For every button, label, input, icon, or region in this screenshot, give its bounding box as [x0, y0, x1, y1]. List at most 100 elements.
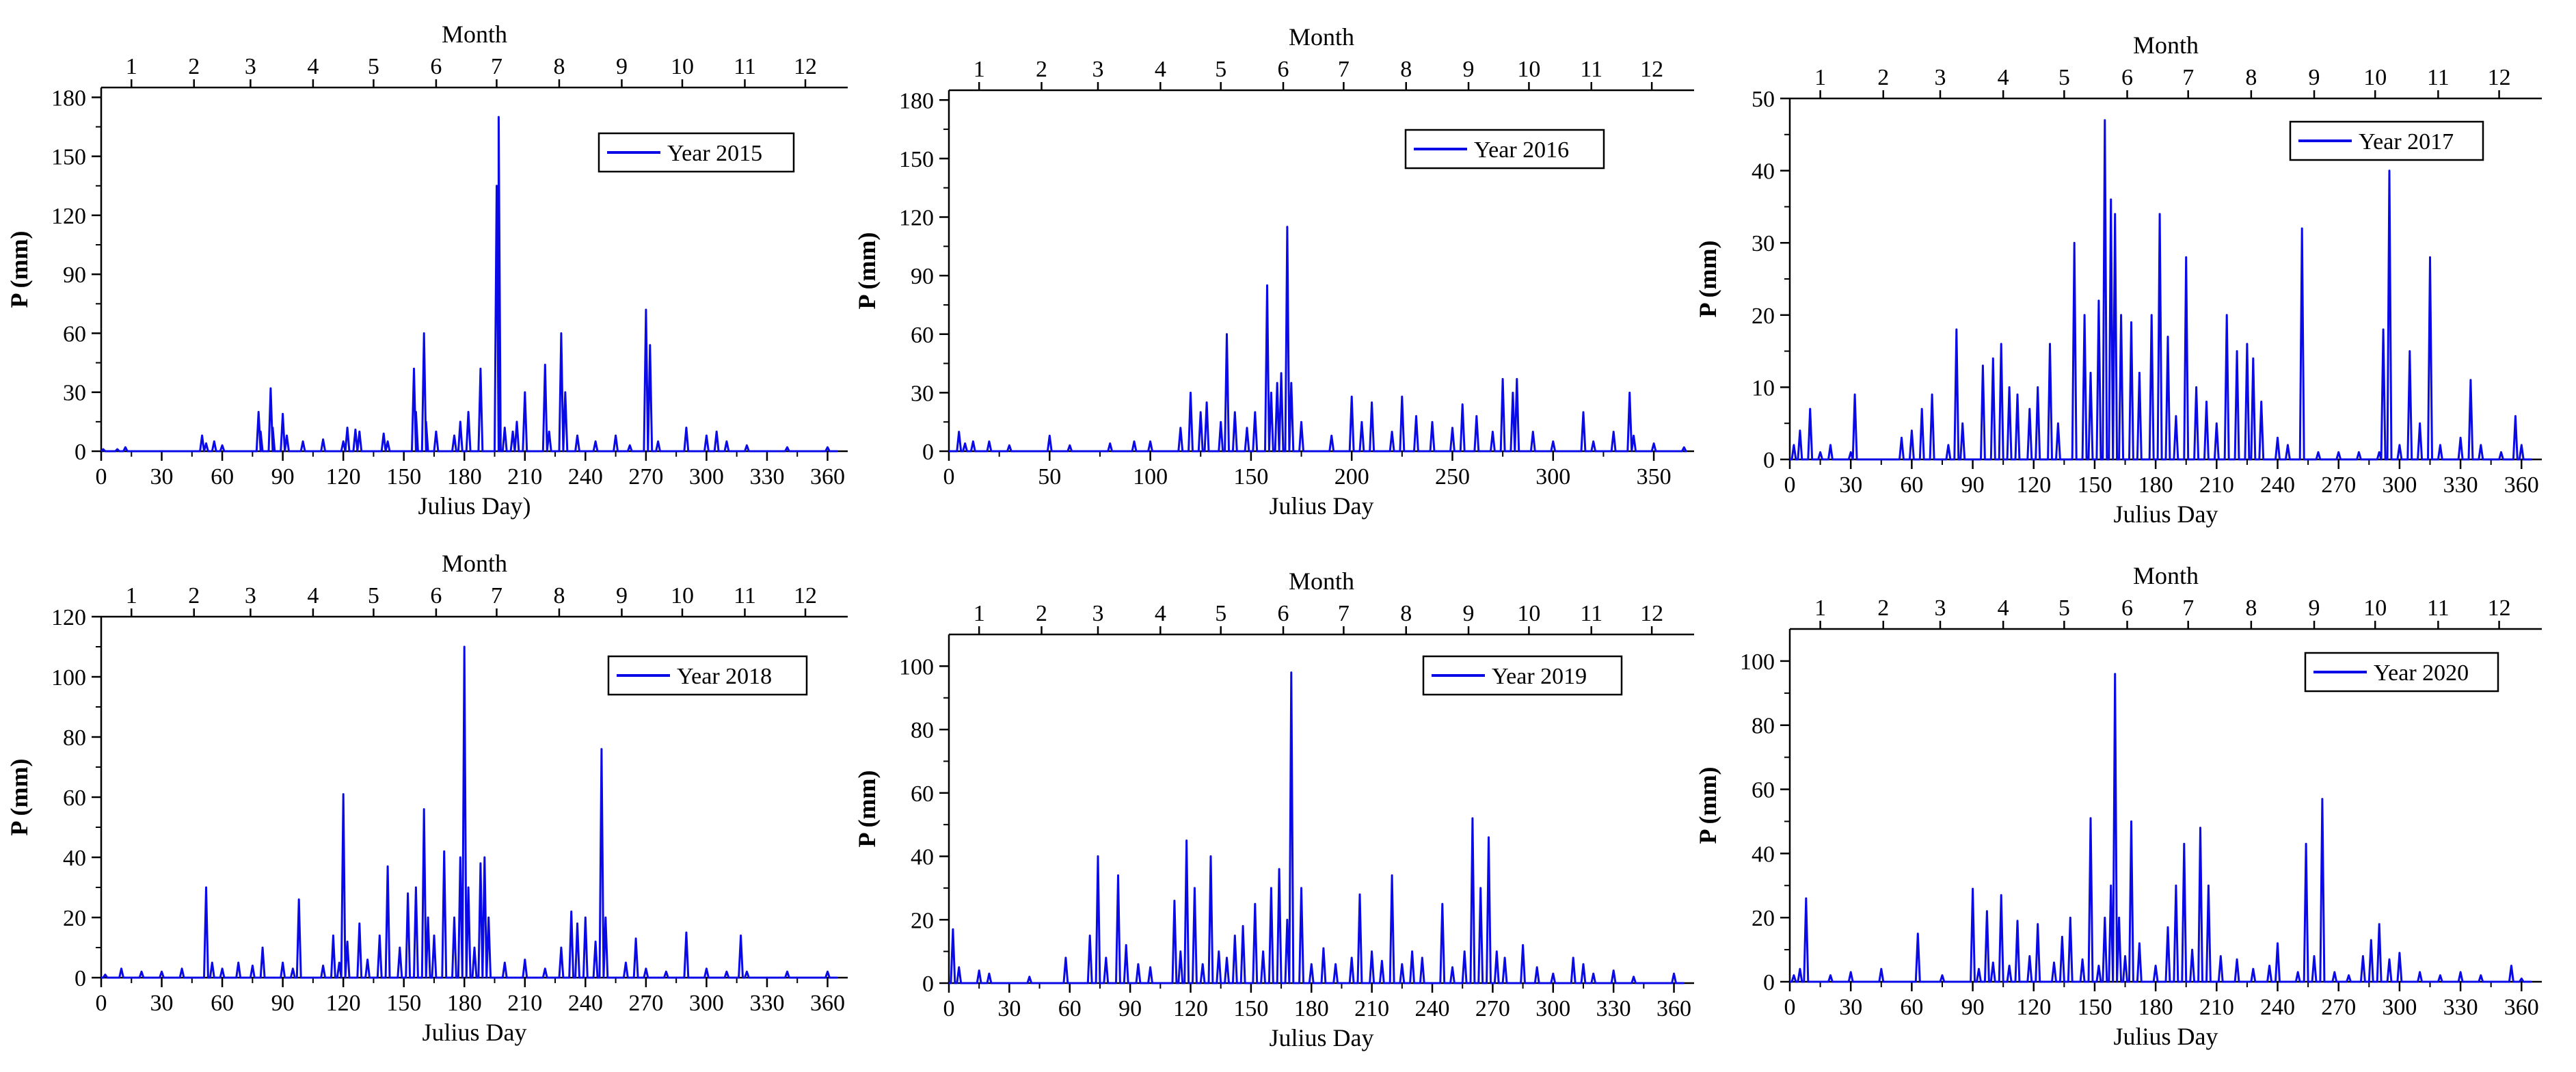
y-axis-title: P (mm)	[853, 770, 881, 848]
top-tick-label: 3	[1092, 601, 1104, 626]
x-tick-label: 150	[1233, 996, 1268, 1021]
top-axis-title: Month	[1289, 567, 1354, 595]
x-tick-label: 300	[1535, 996, 1570, 1021]
top-tick-label: 12	[1640, 601, 1663, 626]
top-tick-label: 11	[2427, 595, 2450, 621]
top-tick-label: 8	[553, 54, 565, 79]
top-tick-label: 6	[2121, 65, 2133, 90]
x-tick-label: 120	[2016, 472, 2051, 498]
x-tick-label: 180	[2138, 995, 2173, 1020]
top-axis-title: Month	[442, 550, 507, 577]
x-tick-label: 300	[2382, 995, 2417, 1020]
top-tick-label: 7	[491, 583, 502, 608]
y-tick-label: 120	[51, 605, 86, 630]
top-tick-label: 8	[2245, 595, 2257, 621]
x-tick-label: 350	[1637, 464, 1672, 490]
legend: Year 2015	[598, 132, 795, 173]
top-tick-label: 1	[1814, 595, 1826, 621]
top-tick-label: 10	[671, 583, 694, 608]
x-tick-label: 60	[1900, 472, 1923, 498]
top-tick-label: 6	[2121, 595, 2133, 621]
top-tick-label: 3	[1935, 65, 1946, 90]
top-tick-label: 1	[974, 601, 985, 626]
x-tick-label: 240	[2260, 472, 2295, 498]
x-tick-label: 270	[628, 464, 663, 490]
top-tick-label: 2	[1877, 595, 1889, 621]
x-tick-label: 210	[507, 991, 542, 1016]
x-tick-label: 30	[997, 996, 1021, 1021]
legend: Year 2020	[2304, 652, 2499, 693]
x-tick-label: 60	[211, 991, 234, 1016]
top-tick-label: 6	[1278, 57, 1289, 82]
top-tick-label: 4	[1998, 65, 2009, 90]
y-tick-label: 60	[911, 781, 934, 807]
y-axis-title: P (mm)	[1694, 767, 1721, 844]
x-tick-label: 30	[150, 464, 174, 490]
y-tick-label: 60	[63, 321, 86, 347]
x-tick-label: 150	[386, 991, 421, 1016]
top-tick-label: 1	[1814, 65, 1826, 90]
x-axis-title: Julius Day	[422, 1019, 527, 1046]
y-tick-label: 20	[63, 906, 86, 931]
top-tick-label: 11	[1580, 57, 1602, 82]
top-tick-label: 11	[734, 583, 756, 608]
y-tick-label: 100	[51, 665, 86, 691]
top-tick-label: 3	[245, 54, 256, 79]
x-axis-title: Julius Day	[2114, 500, 2218, 528]
y-tick-label: 180	[51, 85, 86, 111]
top-tick-label: 7	[1338, 57, 1350, 82]
y-tick-label: 60	[1752, 778, 1775, 803]
x-tick-label: 0	[96, 991, 107, 1016]
top-tick-label: 2	[188, 54, 200, 79]
x-axis-title: Julius Day	[2114, 1023, 2218, 1050]
x-tick-label: 0	[96, 464, 107, 490]
x-tick-label: 240	[1415, 996, 1450, 1021]
top-tick-label: 9	[2309, 595, 2320, 621]
top-tick-label: 2	[1877, 65, 1889, 90]
y-axis-title: P (mm)	[5, 759, 33, 836]
top-tick-label: 7	[2182, 65, 2194, 90]
top-tick-label: 9	[2309, 65, 2320, 90]
x-tick-label: 90	[1118, 996, 1142, 1021]
x-tick-label: 240	[568, 464, 603, 490]
x-tick-label: 90	[271, 464, 295, 490]
top-tick-label: 1	[974, 57, 985, 82]
y-tick-label: 150	[899, 147, 934, 172]
x-tick-label: 250	[1435, 464, 1470, 490]
y-tick-label: 80	[911, 718, 934, 743]
top-tick-label: 5	[2058, 595, 2070, 621]
x-tick-label: 270	[2321, 472, 2356, 498]
x-tick-label: 360	[810, 464, 845, 490]
y-tick-label: 0	[1763, 970, 1775, 995]
top-tick-label: 10	[671, 54, 694, 79]
x-tick-label: 120	[1173, 996, 1208, 1021]
top-tick-label: 8	[1400, 601, 1412, 626]
top-tick-label: 8	[553, 583, 565, 608]
x-tick-label: 60	[1058, 996, 1082, 1021]
x-tick-label: 270	[628, 991, 663, 1016]
top-tick-label: 6	[1278, 601, 1289, 626]
y-tick-label: 30	[1752, 231, 1775, 256]
x-tick-label: 0	[1784, 472, 1796, 498]
legend-label: Year 2018	[677, 664, 772, 689]
y-tick-label: 100	[899, 654, 934, 680]
x-tick-label: 180	[447, 464, 482, 490]
x-tick-label: 300	[689, 991, 724, 1016]
top-tick-label: 9	[616, 54, 628, 79]
top-tick-label: 10	[1517, 57, 1540, 82]
y-tick-label: 180	[899, 88, 934, 113]
top-tick-label: 9	[1463, 57, 1475, 82]
x-tick-label: 360	[2504, 472, 2539, 498]
top-tick-label: 12	[2488, 595, 2511, 621]
x-tick-label: 150	[386, 464, 421, 490]
y-tick-label: 0	[922, 972, 934, 997]
x-tick-label: 330	[2443, 995, 2478, 1020]
x-tick-label: 360	[810, 991, 845, 1016]
x-tick-label: 300	[2382, 472, 2417, 498]
x-tick-label: 120	[2016, 995, 2051, 1020]
data-series-line-1	[1790, 673, 2532, 983]
top-tick-label: 11	[734, 54, 756, 79]
legend: Year 2016	[1404, 129, 1605, 170]
